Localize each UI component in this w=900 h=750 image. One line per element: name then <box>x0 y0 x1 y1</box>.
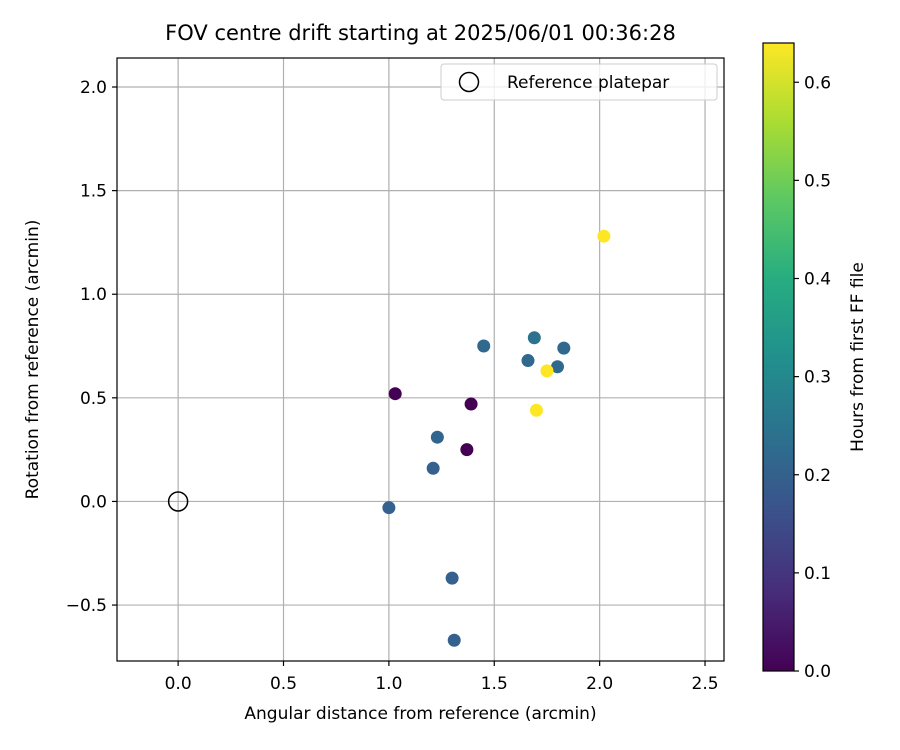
data-point <box>388 387 402 401</box>
colorbar-tick-label: 0.0 <box>804 662 831 682</box>
data-point <box>550 360 564 374</box>
y-tick-label: 1.0 <box>80 285 107 305</box>
colorbar-tick-label: 0.1 <box>804 564 831 584</box>
data-point <box>529 403 543 417</box>
colorbar-tick-label: 0.4 <box>804 270 831 290</box>
y-tick-label: 0.0 <box>80 492 107 512</box>
plot-frame <box>116 57 725 662</box>
y-tick-label: 0.5 <box>80 389 107 409</box>
data-point <box>557 341 571 355</box>
reference-point-marker <box>167 491 189 512</box>
y-axis-label: Rotation from reference (arcmin) <box>23 220 43 500</box>
data-point <box>597 229 611 243</box>
colorbar-tick-label: 0.3 <box>804 368 831 388</box>
colorbar-frame <box>762 42 795 672</box>
x-tick-label: 1.0 <box>375 674 402 694</box>
data-point <box>521 354 535 368</box>
data-point <box>464 397 478 411</box>
x-tick-label: 2.0 <box>586 674 613 694</box>
data-point <box>447 633 461 647</box>
x-tick-label: 2.5 <box>692 674 719 694</box>
data-points <box>167 229 611 647</box>
data-point <box>430 430 444 444</box>
data-point <box>527 331 541 345</box>
y-tick-label: 1.5 <box>80 182 107 202</box>
y-tick-label: −0.5 <box>66 596 107 616</box>
data-point <box>540 364 554 378</box>
colorbar-gradient <box>763 43 794 671</box>
legend-marker <box>458 71 480 93</box>
x-tick-label: 0.5 <box>270 674 297 694</box>
legend-box <box>440 63 718 101</box>
x-axis-ticks: 0.0 0.5 1.0 1.5 2.0 2.5 <box>165 661 719 694</box>
colorbar-tick-label: 0.6 <box>804 73 831 93</box>
x-tick-label: 1.5 <box>481 674 508 694</box>
data-point <box>460 443 474 457</box>
y-axis-ticks: −0.5 0.0 0.5 1.0 1.5 2.0 <box>66 78 117 616</box>
legend-label: Reference platepar <box>507 73 669 93</box>
chart-title: FOV centre drift starting at 2025/06/01 … <box>165 21 676 45</box>
colorbar: 0.0 0.1 0.2 0.3 0.4 0.5 0.6 Hours from first F… <box>762 42 868 682</box>
x-tick-label: 0.0 <box>165 674 192 694</box>
grid <box>117 58 724 661</box>
data-point <box>426 461 440 475</box>
data-point <box>477 339 491 353</box>
colorbar-tick-label: 0.5 <box>804 171 831 191</box>
colorbar-label: Hours from first FF file <box>848 262 868 452</box>
colorbar-tick-label: 0.2 <box>804 466 831 486</box>
data-point <box>445 571 459 585</box>
y-tick-label: 2.0 <box>80 78 107 98</box>
legend: Reference platepar <box>440 63 718 101</box>
colorbar-ticks: 0.0 0.1 0.2 0.3 0.4 0.5 0.6 <box>794 73 831 682</box>
data-point <box>382 501 396 515</box>
x-axis-label: Angular distance from reference (arcmin) <box>244 704 596 724</box>
